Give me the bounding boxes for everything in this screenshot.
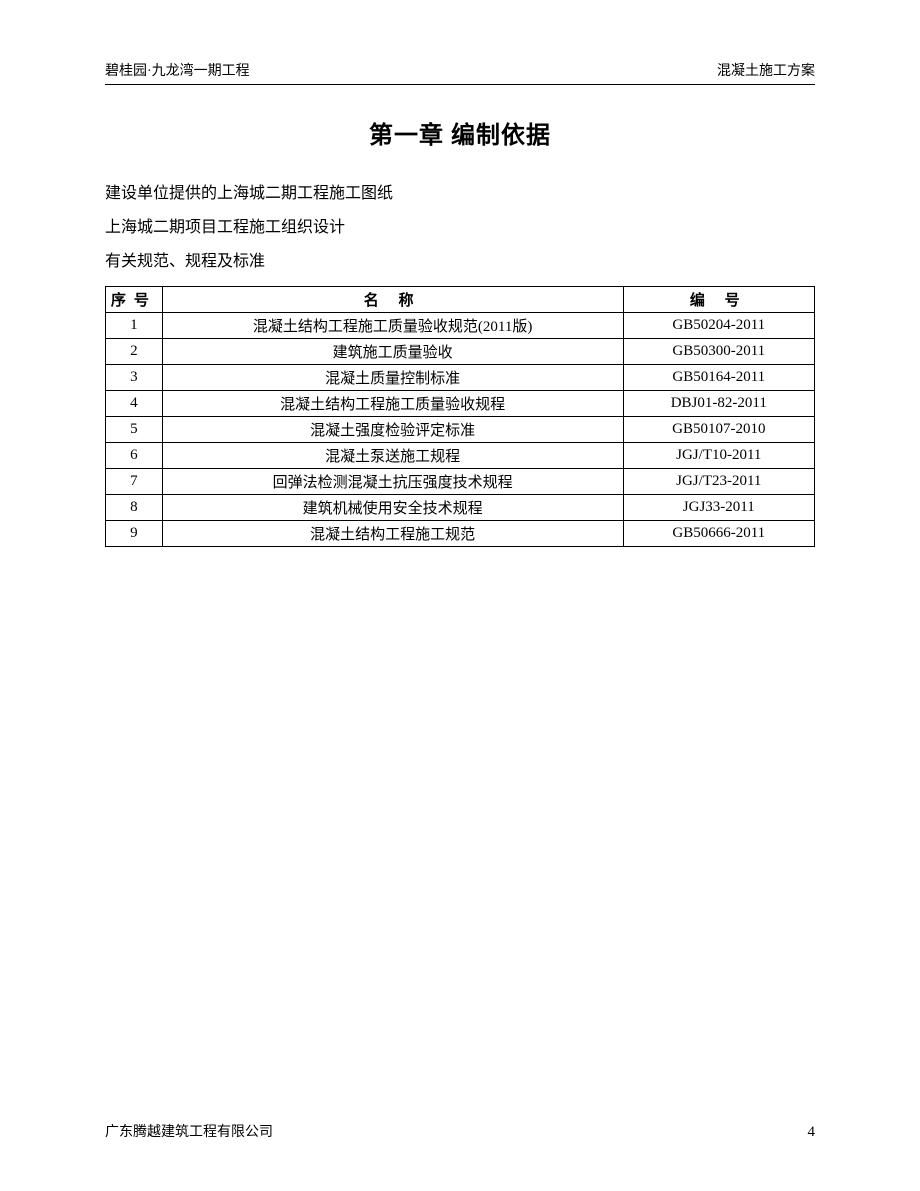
table-row: 9 混凝土结构工程施工规范 GB50666-2011	[106, 521, 815, 547]
cell-name: 回弹法检测混凝土抗压强度技术规程	[162, 469, 623, 495]
table-row: 3 混凝土质量控制标准 GB50164-2011	[106, 365, 815, 391]
table-row: 7 回弹法检测混凝土抗压强度技术规程 JGJ/T23-2011	[106, 469, 815, 495]
cell-code: DBJ01-82-2011	[623, 391, 814, 417]
page-header: 碧桂园·九龙湾一期工程 混凝土施工方案	[105, 60, 815, 85]
cell-seq: 3	[106, 365, 163, 391]
cell-code: GB50300-2011	[623, 339, 814, 365]
cell-seq: 8	[106, 495, 163, 521]
cell-seq: 4	[106, 391, 163, 417]
cell-code: GB50164-2011	[623, 365, 814, 391]
cell-code: GB50666-2011	[623, 521, 814, 547]
col-header-name: 名 称	[162, 287, 623, 313]
cell-seq: 6	[106, 443, 163, 469]
table-row: 6 混凝土泵送施工规程 JGJ/T10-2011	[106, 443, 815, 469]
table-row: 5 混凝土强度检验评定标准 GB50107-2010	[106, 417, 815, 443]
table-row: 1 混凝土结构工程施工质量验收规范(2011版) GB50204-2011	[106, 313, 815, 339]
table-row: 2 建筑施工质量验收 GB50300-2011	[106, 339, 815, 365]
cell-name: 混凝土强度检验评定标准	[162, 417, 623, 443]
table-body: 1 混凝土结构工程施工质量验收规范(2011版) GB50204-2011 2 …	[106, 313, 815, 547]
cell-seq: 5	[106, 417, 163, 443]
page-number: 4	[808, 1124, 816, 1141]
cell-code: JGJ/T23-2011	[623, 469, 814, 495]
chapter-title: 第一章 编制依据	[105, 115, 815, 150]
header-left-text: 碧桂园·九龙湾一期工程	[105, 60, 250, 80]
cell-name: 建筑机械使用安全技术规程	[162, 495, 623, 521]
body-line-3: 有关规范、规程及标准	[105, 246, 815, 278]
cell-name: 混凝土结构工程施工质量验收规范(2011版)	[162, 313, 623, 339]
header-right-text: 混凝土施工方案	[717, 60, 815, 80]
col-header-code: 编 号	[623, 287, 814, 313]
cell-code: JGJ33-2011	[623, 495, 814, 521]
cell-code: GB50107-2010	[623, 417, 814, 443]
table-header-row: 序号 名 称 编 号	[106, 287, 815, 313]
standards-table: 序号 名 称 编 号 1 混凝土结构工程施工质量验收规范(2011版) GB50…	[105, 286, 815, 547]
cell-name: 混凝土质量控制标准	[162, 365, 623, 391]
cell-name: 建筑施工质量验收	[162, 339, 623, 365]
cell-name: 混凝土泵送施工规程	[162, 443, 623, 469]
standards-table-container: 序号 名 称 编 号 1 混凝土结构工程施工质量验收规范(2011版) GB50…	[105, 286, 815, 547]
cell-name: 混凝土结构工程施工质量验收规程	[162, 391, 623, 417]
table-row: 8 建筑机械使用安全技术规程 JGJ33-2011	[106, 495, 815, 521]
col-header-seq: 序号	[106, 287, 163, 313]
body-line-2: 上海城二期项目工程施工组织设计	[105, 212, 815, 244]
cell-seq: 2	[106, 339, 163, 365]
cell-code: JGJ/T10-2011	[623, 443, 814, 469]
cell-code: GB50204-2011	[623, 313, 814, 339]
footer-company: 广东腾越建筑工程有限公司	[105, 1121, 273, 1141]
cell-seq: 7	[106, 469, 163, 495]
body-line-1: 建设单位提供的上海城二期工程施工图纸	[105, 178, 815, 210]
cell-name: 混凝土结构工程施工规范	[162, 521, 623, 547]
cell-seq: 1	[106, 313, 163, 339]
cell-seq: 9	[106, 521, 163, 547]
table-row: 4 混凝土结构工程施工质量验收规程 DBJ01-82-2011	[106, 391, 815, 417]
page-footer: 广东腾越建筑工程有限公司 4	[105, 1121, 815, 1141]
